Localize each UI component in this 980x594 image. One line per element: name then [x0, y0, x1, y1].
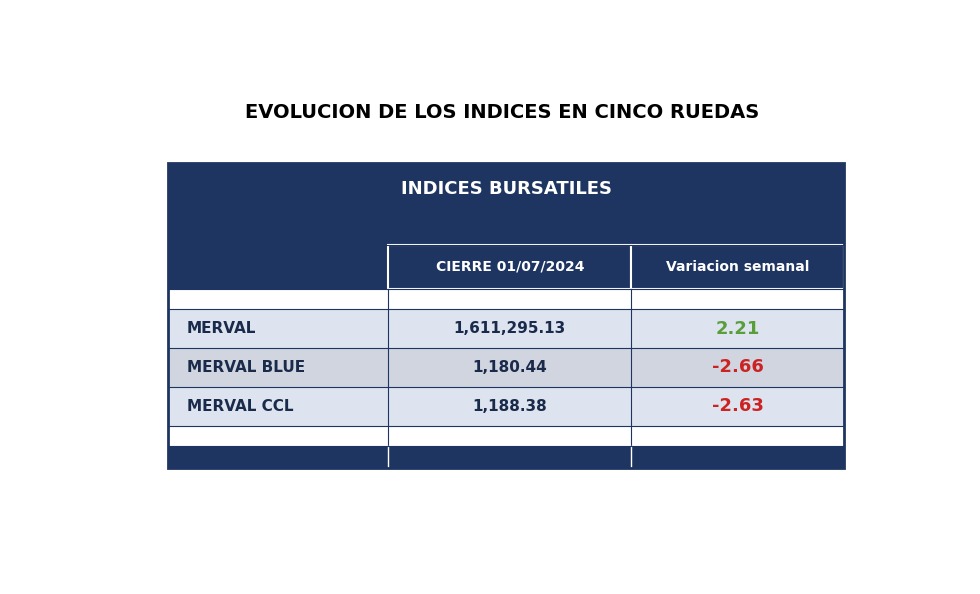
Text: 1,188.38: 1,188.38: [472, 399, 547, 414]
Text: -2.66: -2.66: [711, 358, 763, 377]
Text: 1,180.44: 1,180.44: [472, 360, 547, 375]
Text: INDICES BURSATILES: INDICES BURSATILES: [401, 180, 612, 198]
Text: CIERRE 01/07/2024: CIERRE 01/07/2024: [435, 260, 584, 274]
Bar: [631, 245, 844, 289]
Bar: [169, 426, 844, 446]
Bar: [169, 309, 844, 348]
Text: Variacion semanal: Variacion semanal: [666, 260, 809, 274]
Text: 2.21: 2.21: [715, 320, 760, 337]
Text: -2.63: -2.63: [711, 397, 763, 415]
Bar: [388, 245, 631, 289]
Text: EVOLUCION DE LOS INDICES EN CINCO RUEDAS: EVOLUCION DE LOS INDICES EN CINCO RUEDAS: [245, 103, 760, 122]
Bar: [169, 289, 844, 309]
Bar: [169, 216, 844, 245]
Text: MERVAL CCL: MERVAL CCL: [187, 399, 294, 414]
Bar: [169, 245, 844, 289]
Bar: [169, 446, 844, 468]
Text: 1,611,295.13: 1,611,295.13: [454, 321, 566, 336]
Bar: [169, 387, 844, 426]
Text: MERVAL: MERVAL: [187, 321, 257, 336]
Bar: [169, 348, 844, 387]
Text: MERVAL BLUE: MERVAL BLUE: [187, 360, 305, 375]
